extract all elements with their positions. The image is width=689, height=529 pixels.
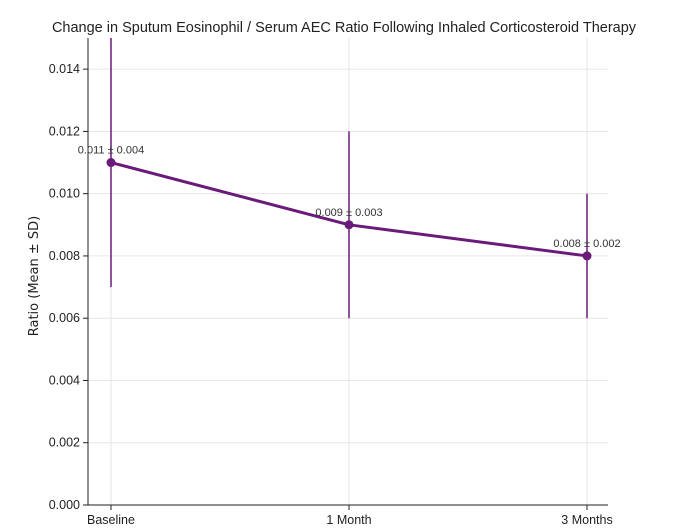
data-point <box>106 158 116 168</box>
series: 0.011 ± 0.004 0.009 ± 0.003 0.008 ± 0.002 <box>78 38 621 319</box>
y-tick-label: 0.008 <box>49 249 80 263</box>
data-label: 0.009 ± 0.003 <box>315 207 382 219</box>
y-axis-label: Ratio (Mean ± SD) <box>27 216 42 337</box>
x-tick-label: Baseline <box>87 513 135 527</box>
y-tick-label: 0.006 <box>49 311 80 325</box>
data-point <box>582 251 592 261</box>
grid <box>88 38 608 506</box>
data-label: 0.011 ± 0.004 <box>78 145 144 157</box>
data-label: 0.008 ± 0.002 <box>553 238 620 250</box>
x-tick-label: 3 Months <box>561 513 612 527</box>
y-tick-label: 0.002 <box>49 436 80 450</box>
chart-title: Change in Sputum Eosinophil / Serum AEC … <box>52 20 637 36</box>
y-tick-label: 0.010 <box>49 187 80 201</box>
x-tick-label: 1 Month <box>326 513 371 527</box>
axes: 0.000 0.002 0.004 0.006 0.008 0.010 0.012 0.014… <box>49 38 613 527</box>
data-point <box>344 220 354 230</box>
y-tick-label: 0.004 <box>49 373 80 387</box>
y-tick-label: 0.000 <box>49 498 80 512</box>
y-tick-label: 0.012 <box>49 124 80 138</box>
y-tick-label: 0.014 <box>49 62 80 76</box>
